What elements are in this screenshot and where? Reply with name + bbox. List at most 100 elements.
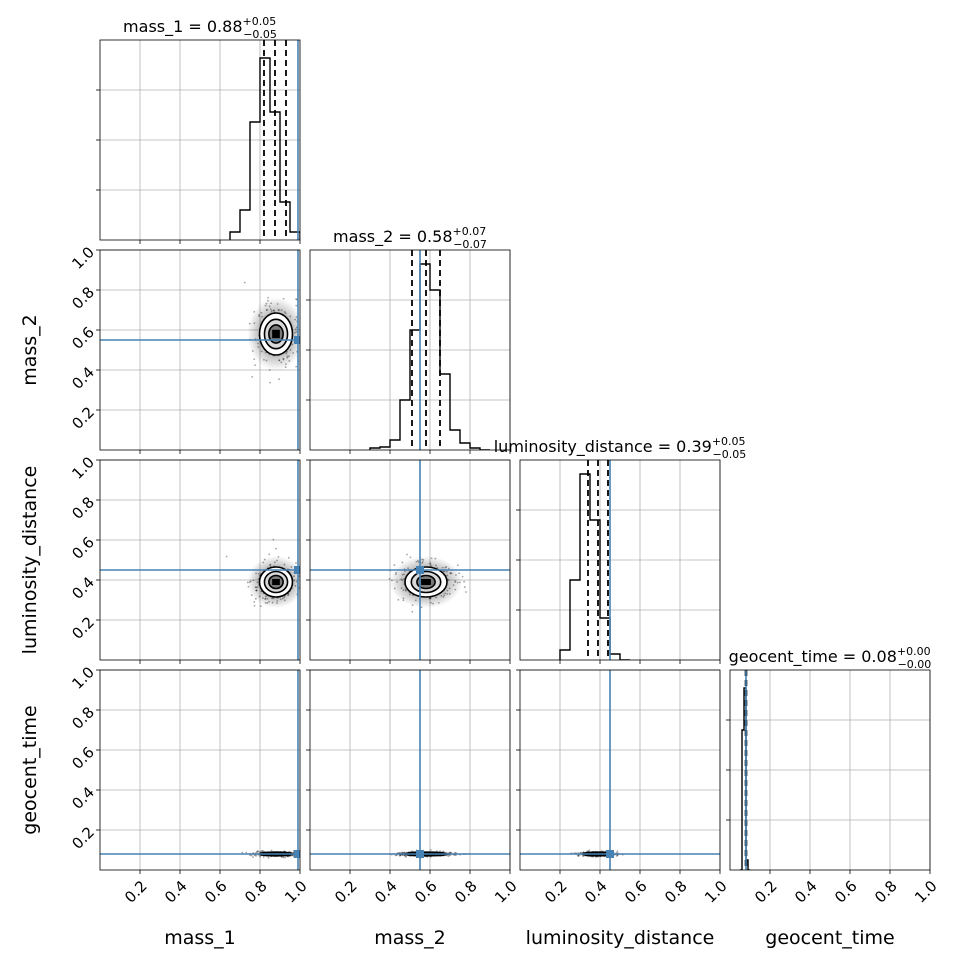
sample-point: [447, 567, 450, 570]
sample-point: [429, 597, 432, 600]
sample-point: [404, 588, 407, 591]
scatter-panel-geocent_time-vs-mass_2: [306, 669, 511, 874]
sample-point: [301, 573, 303, 575]
x-tick-label: 0.6: [621, 877, 651, 907]
title-main: luminosity_distance = 0.39: [494, 437, 712, 457]
sample-point: [290, 566, 293, 568]
sample-point: [401, 561, 404, 564]
sample-point: [292, 352, 295, 354]
x-axis-label-luminosity_distance: luminosity_distance: [526, 927, 715, 949]
sample-point: [421, 560, 424, 563]
sample-point: [247, 585, 250, 588]
sample-point: [276, 602, 278, 605]
x-tick-label: 0.4: [371, 877, 401, 907]
y-axis-label-mass_2: mass_2: [19, 314, 41, 386]
scatter-panel-geocent_time-vs-mass_1: [96, 669, 301, 874]
sample-point: [442, 596, 445, 598]
sample-point: [434, 557, 437, 560]
sample-point: [420, 606, 423, 609]
sample-point: [265, 595, 267, 598]
sample-point: [283, 596, 286, 599]
sample-point: [446, 574, 449, 577]
sample-point: [255, 572, 257, 575]
sample-point: [295, 562, 297, 564]
panel-frame: [519, 669, 721, 871]
sample-point: [256, 850, 259, 853]
sample-point: [448, 587, 451, 590]
sample-point: [394, 854, 397, 857]
sample-point: [276, 600, 279, 602]
hist-panel-mass_1: [96, 39, 301, 244]
sample-point: [294, 331, 296, 334]
sample-point: [393, 564, 396, 566]
x-tick-label: 0.6: [831, 877, 861, 907]
sample-point: [267, 296, 269, 299]
sample-point: [582, 855, 585, 857]
sample-point: [254, 597, 257, 600]
sample-point: [293, 579, 296, 582]
sample-point: [255, 855, 257, 857]
sample-point: [253, 600, 256, 603]
sample-point: [398, 854, 401, 857]
sample-point: [285, 352, 288, 355]
sample-point: [282, 856, 285, 859]
x-tick-label: 0.2: [121, 877, 151, 907]
sample-point: [295, 316, 298, 319]
sample-point: [286, 355, 289, 358]
sample-point: [463, 586, 466, 588]
sample-point: [465, 591, 467, 593]
sample-point: [278, 359, 281, 362]
sample-point: [450, 572, 453, 575]
scatter-panel-mass_2-vs-mass_1: [96, 249, 304, 454]
sample-point: [252, 579, 255, 582]
sample-point: [443, 594, 446, 597]
sample-point: [409, 556, 412, 559]
sample-point: [422, 559, 425, 561]
sample-point: [256, 851, 258, 853]
sample-point: [272, 538, 275, 541]
sample-point: [400, 587, 403, 590]
sample-point: [447, 579, 450, 581]
panel-frame: [99, 249, 301, 451]
sample-point: [403, 851, 406, 854]
sample-point: [254, 364, 257, 367]
sample-point: [287, 594, 290, 597]
y-tick-label: 0.6: [68, 533, 98, 563]
sample-point: [260, 350, 263, 353]
sample-point: [293, 575, 295, 578]
sample-point: [268, 369, 271, 371]
sample-point: [388, 577, 391, 580]
y-tick-label: 0.4: [68, 363, 98, 393]
sample-point: [264, 304, 267, 307]
sample-point: [287, 556, 290, 559]
sample-point: [454, 851, 457, 854]
sample-point: [588, 849, 591, 852]
sample-point: [275, 547, 277, 550]
sample-point: [577, 854, 579, 857]
title-geocent_time: geocent_time = 0.08+0.00 −0.00: [729, 645, 932, 671]
sample-point: [417, 559, 419, 562]
sample-point: [429, 597, 431, 600]
sample-point: [280, 309, 283, 312]
sample-point: [448, 592, 451, 595]
x-axis-label-mass_1: mass_1: [164, 927, 236, 949]
sample-point: [394, 573, 397, 576]
sample-point: [260, 311, 263, 314]
sample-point: [444, 566, 447, 569]
sample-point: [294, 318, 297, 321]
truth-point: [416, 566, 424, 574]
sample-point: [302, 311, 304, 313]
sample-point: [282, 297, 285, 300]
sample-point: [284, 856, 287, 859]
panel-frame: [99, 669, 301, 871]
sample-point: [280, 856, 283, 859]
sample-point: [280, 361, 283, 364]
x-tick-label: 0.4: [161, 877, 191, 907]
sample-point: [615, 855, 618, 857]
sample-point: [463, 580, 466, 583]
sample-point: [411, 850, 414, 853]
panel-frame: [99, 459, 301, 661]
x-tick-label: 0.2: [541, 877, 571, 907]
x-tick-label: 0.8: [241, 877, 271, 907]
title-minus: −0.00: [898, 658, 932, 671]
